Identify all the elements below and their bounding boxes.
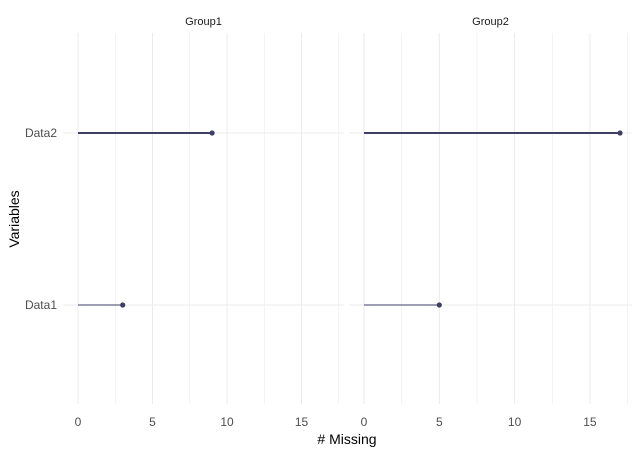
y-axis-title: Variables — [6, 190, 22, 247]
y-tick-labels: Data2 Data1 — [25, 126, 57, 312]
lollipop-point-data1 — [120, 302, 126, 308]
x-axis-title: # Missing — [317, 431, 376, 447]
lollipop-point-data2 — [209, 130, 215, 136]
x-tick-label: 15 — [583, 415, 597, 429]
x-tick-label: 0 — [75, 415, 82, 429]
lollipop-point-data1 — [436, 302, 442, 308]
x-tick-label: 15 — [295, 415, 309, 429]
marks-layer — [78, 130, 623, 308]
panels-layer: Group1 0 5 10 15 Group2 0 5 10 15 — [75, 16, 597, 429]
y-tick-label-data1: Data1 — [25, 298, 57, 312]
lollipop-point-data2 — [617, 130, 623, 136]
x-tick-label: 10 — [220, 415, 234, 429]
grid-layer — [63, 33, 632, 404]
y-tick-label-data2: Data2 — [25, 126, 57, 140]
x-tick-label: 5 — [436, 415, 443, 429]
facet-label-1: Group1 — [185, 16, 222, 28]
x-tick-label: 5 — [149, 415, 156, 429]
x-tick-label: 0 — [361, 415, 368, 429]
x-tick-label: 10 — [508, 415, 522, 429]
facet-label-2: Group2 — [472, 16, 509, 28]
